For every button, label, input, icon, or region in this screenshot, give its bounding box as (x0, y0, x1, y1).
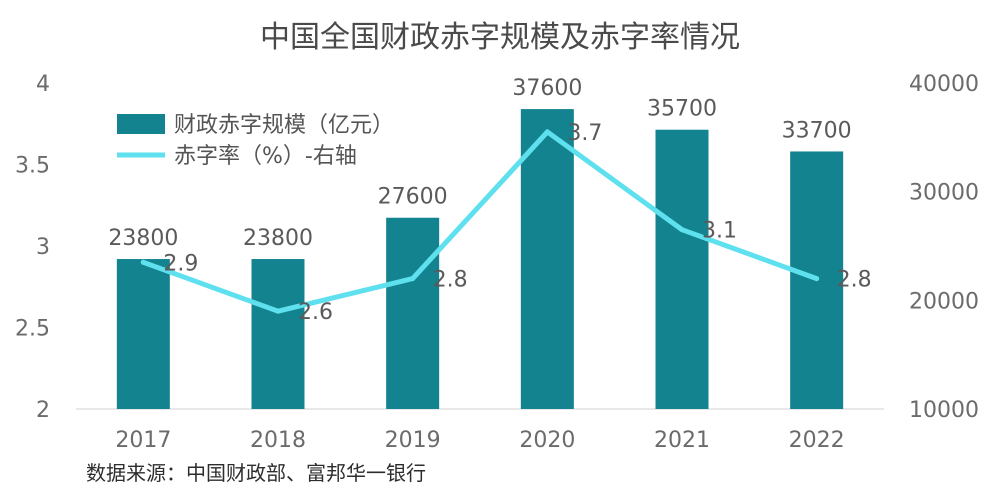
bar-value-label: 27600 (378, 185, 448, 210)
bar-value-label: 23800 (108, 226, 178, 251)
left-axis-tick-label: 2 (36, 398, 50, 423)
chart-title: 中国全国财政赤字规模及赤字率情况 (260, 20, 740, 55)
right-axis-tick-label: 40000 (909, 72, 979, 97)
x-axis-tick-label: 2021 (654, 428, 710, 453)
right-axis-tick-label: 10000 (909, 398, 979, 423)
bar (386, 217, 440, 409)
rate-value-label: 2.9 (163, 251, 198, 276)
rate-point (275, 308, 281, 314)
left-axis-tick-label: 3 (36, 235, 50, 260)
x-axis-tick-label: 2018 (250, 428, 306, 453)
left-axis-tick-label: 4 (36, 72, 50, 97)
legend-bar-swatch (117, 114, 165, 134)
source-note: 数据来源：中国财政部、富邦华一银行 (86, 461, 426, 485)
bar-value-label: 23800 (243, 226, 313, 251)
left-axis-tick-label: 2.5 (15, 317, 50, 342)
rate-line (140, 129, 820, 314)
bar (251, 259, 305, 409)
rate-value-label: 2.6 (298, 300, 333, 325)
bar-value-label: 33700 (782, 118, 852, 143)
bar-value-label: 37600 (512, 76, 582, 101)
data-labels: 23800 23800 27600 37600 35700 33700 2.9 2.6 2.8 3… (108, 76, 871, 325)
bar (520, 109, 574, 409)
bar-value-label: 35700 (647, 97, 717, 122)
bar (655, 129, 709, 409)
legend-bar-label: 财政赤字规模（亿元） (174, 113, 394, 138)
right-axis-tick-label: 30000 (909, 181, 979, 206)
line-series (140, 129, 820, 314)
rate-point (140, 259, 146, 265)
rate-point (814, 276, 820, 282)
rate-point (679, 227, 685, 233)
x-axis-tick-label: 2022 (789, 428, 845, 453)
rate-value-label: 3.1 (702, 219, 737, 244)
rate-point (544, 129, 550, 135)
left-axis: 2 2.5 3 3.5 4 (15, 72, 50, 423)
right-axis-tick-label: 20000 (909, 289, 979, 314)
right-axis: 10000 20000 30000 40000 (909, 72, 979, 423)
x-axis: 2017 2018 2019 2020 2021 2022 (115, 428, 844, 453)
legend: 财政赤字规模（亿元） 赤字率（%）-右轴 (117, 113, 394, 169)
x-axis-tick-label: 2019 (385, 428, 441, 453)
rate-point (410, 276, 416, 282)
rate-value-label: 2.8 (837, 268, 872, 293)
x-axis-tick-label: 2017 (115, 428, 171, 453)
legend-line-label: 赤字率（%）-右轴 (174, 144, 357, 169)
rate-value-label: 3.7 (567, 121, 602, 146)
bar (116, 259, 170, 409)
rate-value-label: 2.8 (433, 268, 468, 293)
x-axis-tick-label: 2020 (519, 428, 575, 453)
left-axis-tick-label: 3.5 (15, 154, 50, 179)
